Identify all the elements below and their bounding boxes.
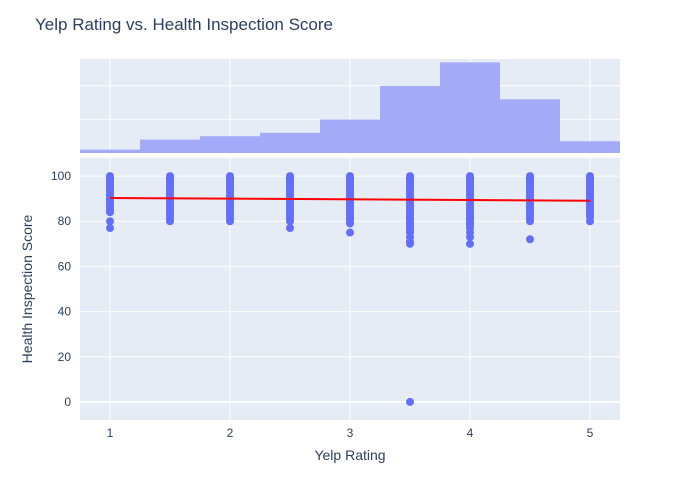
histogram-bar xyxy=(440,62,500,153)
scatter-point xyxy=(106,208,114,217)
scatter-point xyxy=(406,239,414,248)
trendline xyxy=(109,196,591,202)
x-axis-label: Yelp Rating xyxy=(314,447,385,463)
chart-title: Yelp Rating vs. Health Inspection Score xyxy=(35,15,333,34)
scatter-point xyxy=(466,233,474,242)
y-tick-label: 40 xyxy=(58,305,72,319)
y-tick-label: 0 xyxy=(64,395,71,409)
histogram-bar xyxy=(140,139,200,153)
scatter-point xyxy=(106,224,114,233)
histogram-bar xyxy=(380,85,440,153)
x-tick-label: 5 xyxy=(587,426,594,440)
y-tick-label: 20 xyxy=(58,350,72,364)
scatter-point xyxy=(586,217,594,226)
scatter-point xyxy=(346,228,354,237)
y-tick-label: 100 xyxy=(51,169,71,183)
scatter-point xyxy=(286,217,294,226)
x-tick-label: 4 xyxy=(467,426,474,440)
scatter-point xyxy=(526,217,534,226)
scatter-point xyxy=(466,239,474,248)
scatter-point xyxy=(286,224,294,233)
y-axis-ticks: 0 20 40 60 80 100 xyxy=(51,169,71,409)
x-tick-label: 2 xyxy=(227,426,234,440)
scatter-point xyxy=(226,217,234,226)
scatter-point xyxy=(166,217,174,226)
histogram-bar xyxy=(200,136,260,153)
scatter-point xyxy=(406,397,414,406)
y-axis-label: Health Inspection Score xyxy=(19,214,35,363)
y-tick-label: 60 xyxy=(58,259,72,273)
y-tick-label: 80 xyxy=(58,214,72,228)
x-tick-label: 1 xyxy=(107,426,114,440)
histogram-bar xyxy=(260,132,320,153)
scatter-point xyxy=(106,217,114,226)
histogram-bar xyxy=(320,119,380,153)
scatter-point xyxy=(526,235,534,244)
histogram-bar xyxy=(560,141,620,153)
histogram-bar xyxy=(80,149,140,153)
histogram-bar xyxy=(500,99,560,153)
x-axis-ticks: 1 2 3 4 5 xyxy=(107,426,594,440)
histogram-bars xyxy=(80,62,620,153)
trendline-line xyxy=(109,196,591,202)
x-tick-label: 3 xyxy=(347,426,354,440)
scatter-point xyxy=(346,219,354,228)
